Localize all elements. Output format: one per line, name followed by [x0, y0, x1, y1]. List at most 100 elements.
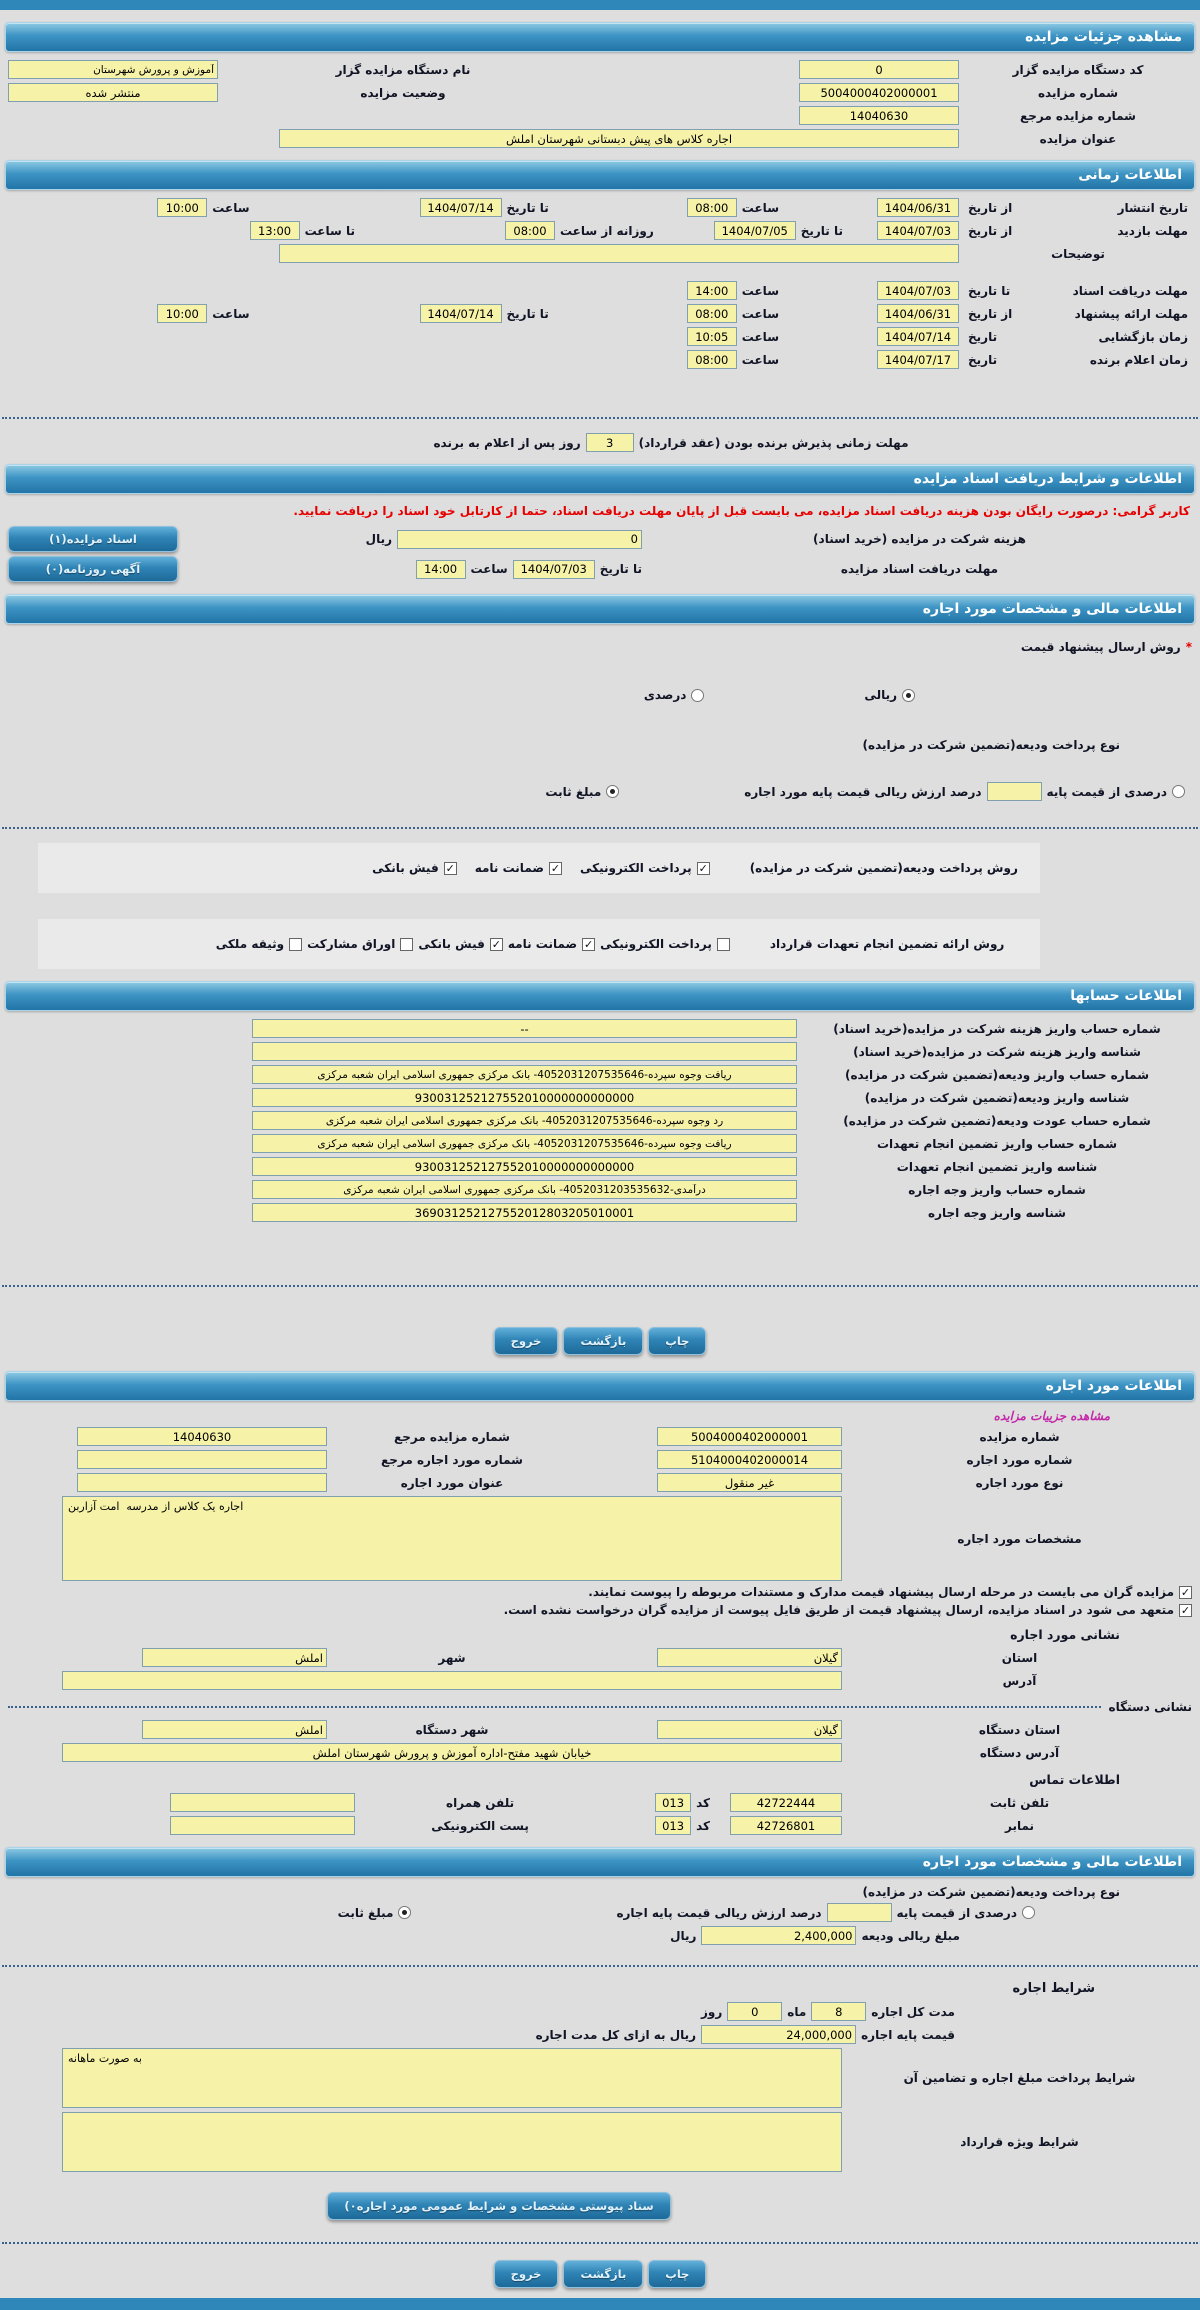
epay-checkbox[interactable]	[696, 861, 710, 875]
back-button[interactable]: بازگشت	[563, 2260, 644, 2288]
duration-months-field[interactable]	[811, 2002, 867, 2021]
percent-radio[interactable]	[691, 688, 705, 702]
auction-details-link[interactable]: مشاهده جزییات مزایده	[993, 1409, 1110, 1423]
item-type-field[interactable]	[657, 1473, 842, 1492]
auction-no-field[interactable]	[799, 83, 959, 102]
account-field[interactable]	[252, 1180, 797, 1199]
offer-to-date-field[interactable]	[419, 304, 502, 323]
payment-terms-field[interactable]: به صورت ماهانه	[62, 2048, 842, 2108]
duration-days-field[interactable]	[727, 2002, 783, 2021]
publish-from-time-field[interactable]	[686, 198, 737, 217]
province-field[interactable]	[657, 1648, 842, 1667]
item-ref-field[interactable]	[77, 1450, 327, 1469]
action-buttons-row-bottom: چاپ بازگشت خروج	[0, 2260, 1200, 2288]
percent-of-base-radio[interactable]	[1172, 785, 1185, 798]
phone-code-field[interactable]	[655, 1793, 692, 1812]
participation-fee-field[interactable]	[397, 529, 642, 549]
account-field[interactable]	[252, 1065, 797, 1084]
auction-ref-row: شماره مزایده مرجع	[0, 106, 1200, 125]
attachment-required-checkbox[interactable]	[1179, 1585, 1192, 1599]
item-title-field[interactable]	[77, 1473, 327, 1492]
status-field[interactable]	[8, 83, 218, 102]
print-button[interactable]: چاپ	[648, 2260, 707, 2288]
visit-daily-to-field[interactable]	[249, 221, 300, 240]
rental-duration-label: مدت کل اجاره	[871, 2004, 955, 2019]
auction-ref-label: شماره مزایده مرجع	[394, 1429, 510, 1444]
fixed-amount-radio[interactable]	[606, 785, 620, 798]
docs-receipt-time-field[interactable]	[415, 559, 466, 579]
price-method-label: روش ارسال پیشنهاد قیمت	[1020, 640, 1181, 654]
agency-address-field[interactable]	[62, 1743, 842, 1762]
percent-of-base-radio[interactable]	[1022, 1906, 1035, 1919]
exit-button[interactable]: خروج	[493, 1327, 559, 1355]
contract-bank-slip-checkbox[interactable]	[489, 937, 503, 951]
no-file-request-checkbox[interactable]	[1179, 1603, 1192, 1617]
bank-slip-checkbox[interactable]	[443, 861, 457, 875]
auction-docs-button[interactable]: اسناد مزایده‎(۱)‎	[8, 526, 178, 552]
fax-field[interactable]	[730, 1816, 842, 1835]
device-name-field[interactable]	[8, 60, 218, 79]
agency-province-field[interactable]	[657, 1720, 842, 1739]
contract-epay-checkbox[interactable]	[716, 937, 730, 951]
opening-date-field[interactable]	[877, 327, 959, 346]
docs-time-field[interactable]	[686, 281, 737, 300]
auction-no-field[interactable]	[657, 1427, 842, 1446]
account-field[interactable]	[252, 1111, 797, 1130]
notes-field[interactable]	[279, 244, 959, 263]
deposit-amount-field[interactable]	[701, 1926, 857, 1945]
bonds-checkbox[interactable]	[400, 937, 414, 951]
contract-guarantee-checkbox[interactable]	[582, 937, 596, 951]
base-price-field[interactable]	[701, 2025, 857, 2044]
city-field[interactable]	[142, 1648, 327, 1667]
account-field[interactable]	[252, 1157, 797, 1176]
newspaper-ad-button[interactable]: آگهی روزنامه‎(۰)‎	[8, 556, 178, 582]
item-no-field[interactable]	[657, 1450, 842, 1469]
publish-to-time-field[interactable]	[157, 198, 208, 217]
email-field[interactable]	[170, 1816, 356, 1835]
visit-to-date-field[interactable]	[713, 221, 796, 240]
account-field[interactable]	[252, 1088, 797, 1107]
item-specs-field[interactable]: اجاره یک کلاس از مدرسه امت آزاربن	[62, 1496, 842, 1581]
rial-radio[interactable]	[902, 688, 915, 702]
address-field[interactable]	[62, 1671, 842, 1690]
account-field[interactable]	[252, 1019, 797, 1038]
device-code-field[interactable]	[799, 60, 959, 79]
special-terms-field[interactable]	[62, 2112, 842, 2172]
visit-daily-from-field[interactable]	[504, 221, 555, 240]
opening-time-field[interactable]	[686, 327, 737, 346]
daily-from-label: روزانه از ساعت	[559, 223, 654, 238]
month-label: ماه	[787, 2004, 807, 2019]
percent-of-base-field[interactable]	[986, 782, 1042, 801]
percent-of-base-field[interactable]	[826, 1903, 892, 1922]
guarantee-checkbox[interactable]	[548, 861, 562, 875]
account-field[interactable]	[252, 1134, 797, 1153]
publish-from-date-field[interactable]	[877, 198, 959, 217]
auction-subject-field[interactable]	[279, 129, 959, 148]
agency-city-field[interactable]	[142, 1720, 327, 1739]
exit-button[interactable]: خروج	[493, 2260, 559, 2288]
winner-date-field[interactable]	[877, 350, 959, 369]
print-button[interactable]: چاپ	[648, 1327, 707, 1355]
offer-from-date-field[interactable]	[877, 304, 959, 323]
auction-ref-field[interactable]	[77, 1427, 327, 1446]
price-method-row: * روش ارسال پیشنهاد قیمت	[0, 640, 1200, 654]
visit-from-date-field[interactable]	[877, 221, 959, 240]
fixed-amount-radio[interactable]	[398, 1906, 412, 1919]
winner-time-field[interactable]	[686, 350, 737, 369]
account-field[interactable]	[252, 1042, 797, 1061]
deposit-amount-label: مبلغ ریالی ودیعه	[861, 1928, 960, 1943]
back-button[interactable]: بازگشت	[563, 1327, 644, 1355]
offer-from-time-field[interactable]	[686, 304, 737, 323]
fax-code-field[interactable]	[655, 1816, 692, 1835]
docs-receipt-date-field[interactable]	[512, 559, 595, 579]
accept-days-field[interactable]	[585, 433, 634, 452]
publish-to-date-field[interactable]	[419, 198, 502, 217]
auction-ref-field[interactable]	[799, 106, 959, 125]
offer-to-time-field[interactable]	[157, 304, 208, 323]
docs-to-date-field[interactable]	[877, 281, 959, 300]
phone-field[interactable]	[730, 1793, 842, 1812]
attached-docs-button[interactable]: سناد پیوستی مشخصات و شرایط عمومی مورد اج…	[327, 2192, 671, 2220]
account-field[interactable]	[252, 1203, 797, 1222]
mobile-field[interactable]	[170, 1793, 356, 1812]
estate-checkbox[interactable]	[289, 937, 303, 951]
